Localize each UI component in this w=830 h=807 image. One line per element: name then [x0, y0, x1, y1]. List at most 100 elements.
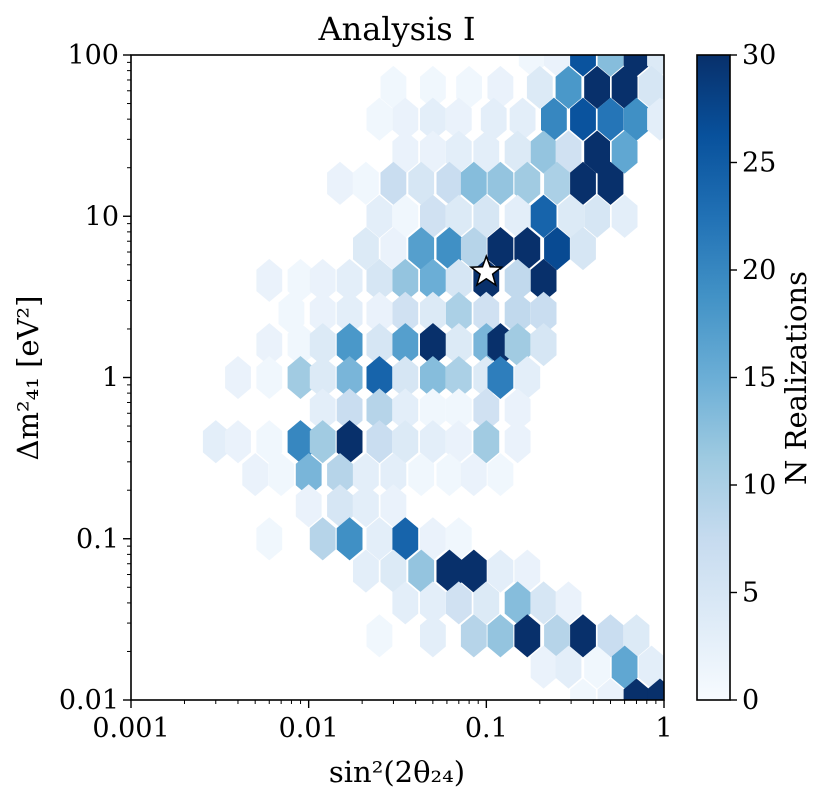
hexbin-cell — [530, 323, 557, 367]
hexbin-cell — [460, 614, 487, 658]
hexbin-cell — [352, 227, 379, 271]
hexbin-cell — [487, 227, 514, 271]
colorbar-tick-label: 10 — [742, 470, 776, 501]
hexbin-cell — [408, 453, 435, 497]
hexbin-cell — [352, 161, 379, 205]
chart-title: Analysis I — [318, 10, 476, 48]
hexbin-cell — [597, 55, 624, 77]
hexbin-cell — [570, 97, 596, 141]
hexbin-cell — [473, 420, 500, 464]
colorbar-tick-label: 20 — [742, 255, 776, 286]
hexbin-cell — [256, 355, 283, 400]
y-axis: 0.01 0.1 1 10 100 — [59, 40, 131, 716]
hexbin-cell — [570, 227, 596, 271]
hexbin-cell — [584, 194, 610, 238]
hexbin-cell — [366, 420, 393, 464]
hexbin-cell — [419, 420, 446, 464]
hexbin-cell — [287, 355, 314, 400]
best-fit-marker-layer — [469, 254, 504, 287]
hexbin-cell — [366, 614, 393, 658]
hexbin-cell — [380, 161, 407, 205]
hexbin-cell — [597, 97, 624, 141]
hexbin-cell — [570, 678, 596, 700]
hexbin-cell — [225, 355, 251, 400]
colorbar-tick-label: 15 — [742, 363, 776, 394]
hexbin-cell — [295, 484, 322, 528]
hexbin-cell — [647, 678, 664, 700]
y-tick-label: 10 — [85, 201, 119, 232]
colorbar-tick-label: 5 — [742, 578, 759, 609]
hexbin-cell — [611, 130, 638, 174]
hexbin-cell — [473, 581, 500, 625]
hexbin-cell — [584, 645, 610, 689]
hexbin-cell — [555, 581, 582, 625]
hexbin-cell — [570, 55, 596, 77]
y-tick-label: 0.01 — [59, 685, 119, 716]
x-axis-title: sin²(2θ₂₄) — [329, 755, 465, 789]
hexbin-cell — [309, 517, 336, 561]
colorbar-tick-label: 0 — [742, 685, 759, 716]
hexbin-cell — [408, 161, 435, 205]
y-tick-label: 100 — [67, 40, 119, 71]
hexbin-cell — [256, 517, 283, 561]
hexbin-cell — [584, 65, 610, 109]
hexbin-cell — [419, 614, 446, 658]
hexbin-cell — [336, 517, 363, 561]
y-tick-label: 1 — [102, 363, 119, 394]
hexbin-cell — [487, 549, 514, 593]
hexbin-cell — [327, 161, 353, 205]
hexbin-cell — [611, 645, 638, 689]
hexbin-cell — [487, 614, 514, 658]
colorbar-tick-label: 30 — [742, 40, 776, 71]
hexbin-cell — [445, 581, 472, 625]
hexbin-cell — [392, 581, 419, 625]
hexbin-cell — [202, 420, 229, 464]
hexbin-cell — [555, 65, 582, 109]
hexbin-cell — [268, 453, 295, 497]
x-axis: 0.001 0.01 0.1 1 — [92, 700, 673, 744]
colorbar-tick-label: 25 — [742, 148, 776, 179]
hexbin-cell — [544, 161, 570, 205]
y-axis-title: Δm²₄₁ [eV²] — [11, 296, 45, 461]
hexbin-cell — [487, 355, 514, 400]
hexbin-cell — [597, 614, 624, 658]
x-tick-label: 0.001 — [92, 713, 169, 744]
hexbin-cell — [460, 453, 487, 497]
hexbin-cell — [526, 65, 553, 109]
x-tick-label: 1 — [655, 713, 672, 744]
hexbin-cell — [530, 194, 557, 238]
hexbin-cell — [584, 130, 610, 174]
hexbin-cell — [352, 549, 379, 593]
hexbin-cell — [530, 581, 557, 625]
hexbin-cell — [597, 678, 624, 700]
hexbin-cell — [647, 97, 664, 141]
hexbin-cell — [225, 420, 251, 464]
hexbin-cell — [544, 227, 570, 271]
hexbin-cell — [352, 484, 379, 528]
hexbin-cell — [242, 453, 269, 497]
hexbin-cell — [487, 453, 514, 497]
hexbin-cell — [570, 614, 596, 658]
x-tick-label: 0.1 — [465, 713, 508, 744]
hexbin-cell — [256, 420, 283, 464]
hexbin-cell — [611, 194, 638, 238]
hexbin-cell — [256, 258, 283, 302]
hexbin-cell — [555, 645, 582, 689]
x-tick-label: 0.01 — [279, 713, 339, 744]
hexbin-cell — [380, 484, 407, 528]
colorbar — [696, 54, 731, 701]
best-fit-star-marker — [469, 254, 504, 287]
hexbin-cell — [392, 420, 419, 464]
hexbin-cell — [366, 97, 393, 141]
y-tick-label: 0.1 — [76, 524, 119, 555]
colorbar-axis: 0 5 10 15 20 25 30 — [730, 40, 776, 716]
hexbin-cell — [309, 420, 336, 464]
hexbin-cell — [366, 517, 393, 561]
hexbin-cell — [504, 420, 531, 464]
hexbin-cell — [460, 161, 487, 205]
hexbin-layer — [202, 55, 664, 700]
hexbin-cell — [570, 161, 596, 205]
hexbin-cell — [366, 194, 393, 238]
hexbin-cell — [487, 161, 514, 205]
